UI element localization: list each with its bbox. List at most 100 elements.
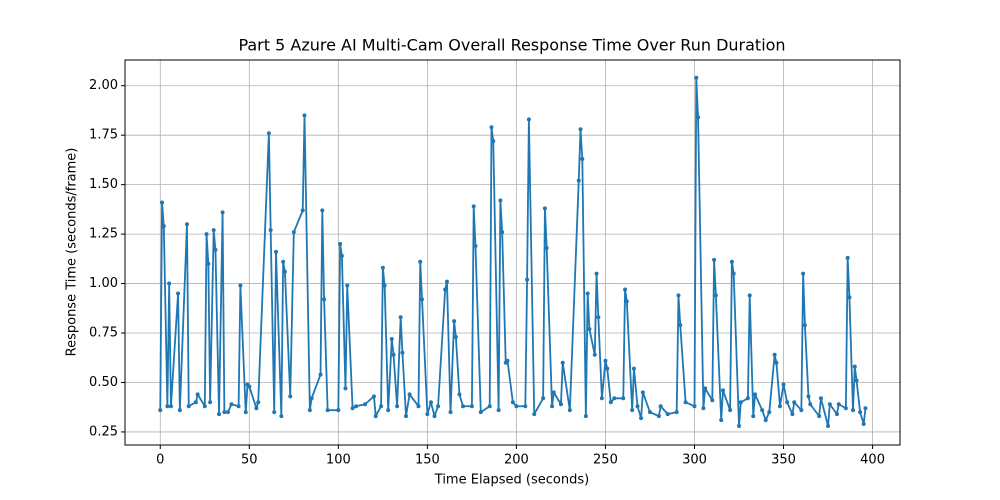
- data-point: [605, 366, 610, 371]
- data-point: [558, 402, 563, 407]
- data-point: [731, 271, 736, 276]
- data-point: [436, 404, 441, 409]
- y-tick-label: 1.50: [89, 177, 118, 192]
- data-point: [713, 293, 718, 298]
- data-point: [623, 287, 628, 292]
- data-point: [678, 323, 683, 328]
- data-point: [238, 283, 243, 288]
- data-point: [279, 414, 284, 419]
- data-point: [491, 139, 496, 144]
- data-point: [371, 394, 376, 399]
- x-tick-label: 300: [682, 453, 707, 468]
- data-point: [320, 208, 325, 213]
- data-point: [322, 297, 327, 302]
- data-point: [254, 406, 259, 411]
- y-tick-label: 2.00: [89, 78, 118, 93]
- data-point: [418, 259, 423, 264]
- data-point: [834, 412, 839, 417]
- data-point: [236, 404, 241, 409]
- data-point: [621, 396, 626, 401]
- data-point: [225, 410, 230, 415]
- data-point: [843, 406, 848, 411]
- data-point: [487, 404, 492, 409]
- data-point: [777, 404, 782, 409]
- data-point: [420, 297, 425, 302]
- data-point: [167, 281, 172, 286]
- data-point: [703, 386, 708, 391]
- x-tick-label: 150: [415, 453, 440, 468]
- x-tick-label: 100: [326, 453, 351, 468]
- data-point: [624, 299, 629, 304]
- data-point: [712, 257, 717, 262]
- data-point: [532, 412, 537, 417]
- data-point: [416, 404, 421, 409]
- chart-title: Part 5 Azure AI Multi-Cam Overall Respon…: [238, 36, 785, 55]
- x-tick-label: 50: [241, 453, 258, 468]
- data-point: [448, 410, 453, 415]
- data-point: [583, 414, 588, 419]
- data-point: [160, 200, 165, 205]
- x-tick-label: 400: [860, 453, 885, 468]
- plot-frame: [124, 59, 901, 446]
- data-point: [386, 408, 391, 413]
- data-point: [658, 404, 663, 409]
- data-point: [808, 402, 813, 407]
- data-point: [208, 400, 213, 405]
- data-point: [213, 247, 218, 252]
- data-point: [701, 406, 706, 411]
- data-point: [168, 404, 173, 409]
- data-point: [452, 319, 457, 324]
- data-point: [256, 400, 261, 405]
- data-point: [428, 400, 433, 405]
- data-point: [211, 228, 216, 233]
- data-point: [852, 364, 857, 369]
- y-tick-label: 0.25: [89, 424, 118, 439]
- data-point: [400, 350, 405, 355]
- data-point: [767, 410, 772, 415]
- data-point: [206, 261, 211, 266]
- data-point: [204, 232, 209, 237]
- data-point: [469, 404, 474, 409]
- data-point: [354, 404, 359, 409]
- data-point: [471, 204, 476, 209]
- data-point: [585, 291, 590, 296]
- data-point: [544, 245, 549, 250]
- data-point: [266, 131, 271, 136]
- data-point: [302, 113, 307, 118]
- data-point: [630, 408, 635, 413]
- data-point: [858, 410, 863, 415]
- data-point: [202, 404, 207, 409]
- data-point: [694, 75, 699, 80]
- data-point: [158, 408, 163, 413]
- data-point: [719, 418, 724, 423]
- data-point: [343, 386, 348, 391]
- data-point: [432, 414, 437, 419]
- data-point: [785, 400, 790, 405]
- data-point: [665, 412, 670, 417]
- data-point: [612, 396, 617, 401]
- data-point: [489, 125, 494, 130]
- data-point: [389, 336, 394, 341]
- data-point: [373, 414, 378, 419]
- data-point: [184, 222, 189, 227]
- data-point: [850, 408, 855, 413]
- data-point: [608, 400, 613, 405]
- data-point: [683, 400, 688, 405]
- data-point: [863, 406, 868, 411]
- data-point: [656, 414, 661, 419]
- data-point: [737, 424, 742, 429]
- data-point: [596, 315, 601, 320]
- data-point: [861, 422, 866, 427]
- data-point: [457, 392, 462, 397]
- data-point: [640, 390, 645, 395]
- data-point: [325, 408, 330, 413]
- data-point: [826, 424, 831, 429]
- data-point: [443, 287, 448, 292]
- data-point: [541, 396, 546, 401]
- y-tick-label: 1.00: [89, 276, 118, 291]
- data-point: [363, 402, 368, 407]
- data-point: [407, 392, 412, 397]
- data-point: [425, 412, 430, 417]
- data-point: [478, 410, 483, 415]
- data-point: [745, 396, 750, 401]
